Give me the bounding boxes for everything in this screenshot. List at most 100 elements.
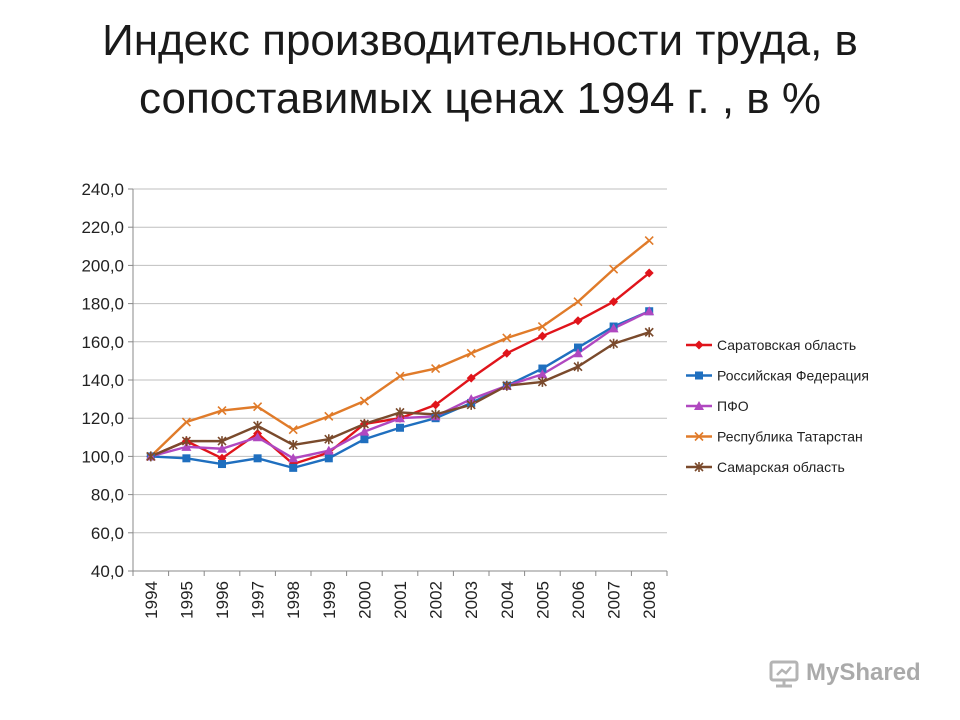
y-tick-label: 120,0 [81, 409, 124, 428]
data-point [695, 371, 703, 380]
x-tick-label: 1995 [177, 581, 196, 619]
slide-title: Индекс производительности труда, в сопос… [0, 12, 960, 128]
data-point [181, 436, 191, 447]
data-point [466, 373, 476, 383]
data-point [609, 297, 619, 307]
data-point [181, 417, 191, 427]
data-point [573, 297, 583, 307]
data-point [466, 348, 476, 358]
data-point [609, 338, 619, 349]
data-point [573, 348, 583, 358]
x-tick-label: 2007 [605, 581, 624, 619]
data-point [466, 394, 477, 404]
x-tick-label: 1996 [213, 581, 232, 619]
data-point [431, 400, 441, 410]
data-point [644, 327, 654, 338]
data-point [396, 423, 404, 432]
data-point [324, 454, 333, 463]
x-tick-label: 1999 [320, 581, 339, 619]
data-point [289, 463, 298, 472]
x-tick-label: 1998 [284, 581, 303, 619]
y-tick-label: 60,0 [91, 524, 124, 543]
data-point [608, 323, 619, 333]
y-tick-label: 80,0 [91, 486, 124, 505]
data-point [574, 343, 582, 352]
x-tick-label: 2008 [640, 581, 659, 619]
data-point [502, 333, 512, 343]
watermark-text: MyShared [806, 659, 921, 686]
watermark: MyShared [768, 656, 938, 690]
data-point [146, 451, 156, 462]
y-tick-label: 140,0 [81, 371, 124, 390]
presentation-board-icon [769, 660, 799, 688]
series-line [150, 310, 650, 460]
data-point [573, 361, 583, 372]
legend-label: Саратовская область [717, 337, 856, 353]
data-point [217, 405, 227, 416]
data-point [537, 331, 547, 341]
data-point [502, 380, 512, 391]
legend-label: Самарская область [717, 459, 845, 475]
y-tick-label: 100,0 [81, 447, 124, 466]
data-point [538, 364, 547, 373]
data-point [395, 371, 405, 381]
x-tick-label: 2004 [498, 581, 517, 619]
data-point [431, 363, 441, 374]
data-point [694, 401, 704, 410]
data-point [323, 445, 334, 455]
data-point [252, 432, 263, 442]
series-markers [145, 236, 655, 472]
data-point [217, 436, 227, 447]
data-point [288, 453, 299, 463]
data-point [288, 425, 298, 435]
data-point [694, 340, 704, 350]
title-line-2: сопоставимых ценах 1994 г. , в % [138, 74, 822, 123]
data-point [182, 454, 191, 463]
axes: 40,0 60,0 80,0 100,0 120,0 140,0 160,0 180,0 200… [81, 180, 668, 619]
data-point [644, 268, 654, 278]
x-tick-label: 2000 [355, 581, 374, 619]
data-point [694, 462, 704, 472]
data-point [573, 316, 583, 326]
data-point [466, 399, 476, 410]
x-tick-label: 2005 [533, 581, 552, 619]
data-point [253, 402, 263, 412]
gridlines [133, 188, 667, 572]
y-tick-label: 180,0 [81, 295, 124, 314]
data-point [694, 431, 704, 442]
data-point [359, 396, 369, 406]
data-point [253, 454, 262, 463]
data-point [395, 407, 405, 418]
data-point [359, 418, 369, 429]
data-point [537, 321, 547, 332]
data-point [395, 413, 405, 423]
legend-label: ПФО [717, 398, 749, 414]
data-point [181, 441, 192, 451]
data-point [644, 306, 655, 316]
data-point [359, 426, 370, 436]
x-tick-label: 2006 [569, 581, 588, 619]
data-point [609, 264, 619, 274]
data-point [537, 376, 547, 387]
data-point [218, 460, 226, 469]
y-tick-label: 200,0 [81, 256, 124, 275]
data-point [253, 420, 263, 431]
data-point [431, 409, 441, 420]
legend-label: Российская Федерация [717, 368, 869, 384]
data-point [324, 434, 334, 445]
x-tick-label: 2003 [462, 581, 481, 619]
data-point [288, 439, 298, 450]
data-point [502, 348, 512, 358]
data-point [644, 236, 654, 246]
y-tick-label: 40,0 [91, 562, 124, 581]
series-lines [149, 239, 650, 470]
data-point [360, 435, 369, 444]
y-tick-label: 240,0 [81, 180, 124, 199]
y-tick-label: 160,0 [81, 333, 124, 352]
x-tick-label: 1994 [142, 581, 161, 619]
legend: Саратовская область Российская Федерация П… [686, 337, 869, 475]
data-point [217, 443, 227, 453]
x-tick-label: 1997 [249, 581, 268, 619]
legend-label: Республика Татарстан [717, 429, 863, 445]
